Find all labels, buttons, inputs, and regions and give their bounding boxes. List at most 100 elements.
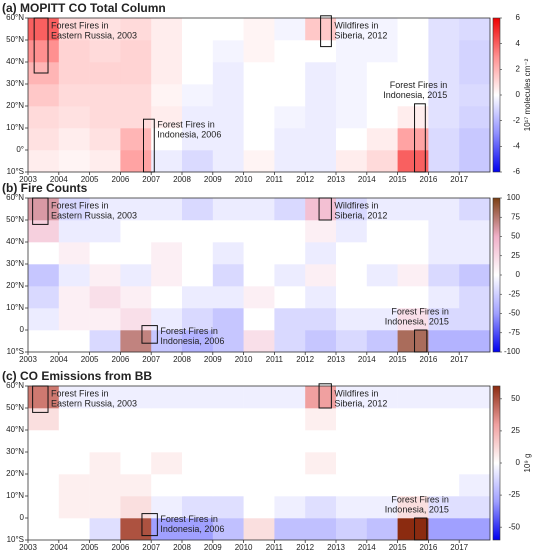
- heat-cell: [243, 40, 275, 63]
- heat-cell: [243, 264, 275, 287]
- heat-cell: [336, 106, 368, 129]
- heat-cell: [305, 286, 337, 309]
- annotation-text: Wildfires in: [334, 200, 378, 210]
- heat-cell: [89, 198, 121, 221]
- heat-cell: [212, 386, 244, 409]
- x-tick-label: 2008: [173, 175, 191, 184]
- x-tick-label: 2012: [296, 355, 314, 364]
- heat-cell: [151, 452, 183, 475]
- heat-cell: [89, 518, 121, 541]
- heat-cell: [151, 84, 183, 107]
- heat-cell: [182, 62, 214, 85]
- annotation-text: Siberia, 2012: [334, 210, 387, 220]
- heat-cell: [28, 18, 60, 41]
- heat-cell: [336, 286, 368, 309]
- heat-cell: [305, 430, 337, 453]
- heat-cell: [120, 308, 152, 331]
- heat-cell: [397, 128, 429, 151]
- heat-cell: [28, 286, 60, 309]
- annotation-text: Wildfires in: [334, 388, 378, 398]
- heat-cell: [428, 430, 460, 453]
- colorbar-tick-label: 2: [516, 64, 521, 73]
- colorbar-tick-label: -75: [508, 328, 520, 337]
- x-tick-label: 2014: [358, 175, 376, 184]
- heat-cell: [459, 242, 491, 265]
- heat-cell: [366, 308, 398, 331]
- heat-cell: [182, 128, 214, 151]
- heat-cell: [428, 308, 460, 331]
- heat-cell: [28, 198, 60, 221]
- x-tick-label: 2013: [327, 543, 345, 550]
- heat-cell: [89, 430, 121, 453]
- heat-cell: [212, 496, 244, 519]
- heat-cell: [336, 128, 368, 151]
- heat-cell: [397, 264, 429, 287]
- heat-cell: [120, 40, 152, 63]
- heat-cell: [212, 430, 244, 453]
- heat-cell: [397, 18, 429, 41]
- heat-cell: [89, 242, 121, 265]
- heat-cell: [274, 198, 306, 221]
- x-tick-label: 2015: [389, 543, 407, 550]
- heat-cell: [28, 128, 60, 151]
- colorbar-tick-label: 4: [516, 39, 521, 48]
- heat-cell: [89, 84, 121, 107]
- heat-cell: [28, 150, 60, 173]
- heat-cell: [366, 518, 398, 541]
- heat-cell: [397, 330, 429, 353]
- annotation-box: [32, 385, 49, 413]
- heat-cell: [151, 330, 183, 353]
- heat-cell: [243, 518, 275, 541]
- heat-cell: [58, 106, 90, 129]
- x-tick-label: 2007: [142, 355, 160, 364]
- panel-title: (c) CO Emissions from BB: [2, 369, 152, 383]
- annotation-text: Forest Fires in: [51, 200, 109, 210]
- heat-cell: [336, 452, 368, 475]
- heat-cell: [58, 308, 90, 331]
- heat-cell: [243, 220, 275, 243]
- heat-cell: [305, 242, 337, 265]
- heat-cell: [151, 150, 183, 173]
- heat-cell: [274, 18, 306, 41]
- colorbar-tick-label: -2: [513, 116, 521, 125]
- panel-title: (b) Fire Counts: [2, 181, 88, 195]
- y-tick-label: 10°N: [6, 123, 24, 132]
- heat-cell: [428, 106, 460, 129]
- heat-cell: [459, 150, 491, 173]
- y-tick-label: 10°S: [7, 347, 24, 356]
- heat-cell: [120, 84, 152, 107]
- heat-cell: [428, 330, 460, 353]
- heat-cell: [305, 40, 337, 63]
- x-tick-label: 2006: [112, 355, 130, 364]
- heat-cell: [182, 286, 214, 309]
- heat-cell: [274, 330, 306, 353]
- heat-cell: [243, 430, 275, 453]
- heat-cell: [120, 408, 152, 431]
- heat-cell: [336, 496, 368, 519]
- heat-cell: [397, 308, 429, 331]
- heat-cell: [182, 150, 214, 173]
- heat-cell: [212, 128, 244, 151]
- x-tick-label: 2016: [420, 355, 438, 364]
- heat-cell: [366, 128, 398, 151]
- heat-cell: [366, 62, 398, 85]
- heat-cell: [28, 84, 60, 107]
- heat-cell: [243, 242, 275, 265]
- heat-cell: [305, 106, 337, 129]
- heat-cell: [274, 308, 306, 331]
- heat-cell: [28, 106, 60, 129]
- heat-cell: [428, 198, 460, 221]
- annotation-text: Forest Fires in: [391, 494, 449, 504]
- heat-cell: [58, 386, 90, 409]
- heat-cell: [182, 308, 214, 331]
- heat-cell: [89, 330, 121, 353]
- heat-cell: [182, 430, 214, 453]
- heat-cell: [120, 518, 152, 541]
- heat-cell: [459, 62, 491, 85]
- heat-cell: [212, 40, 244, 63]
- heat-cell: [274, 430, 306, 453]
- y-tick-label: 60°N: [6, 381, 24, 390]
- heat-cell: [243, 496, 275, 519]
- plot-frame: [27, 17, 491, 173]
- heat-cell: [89, 286, 121, 309]
